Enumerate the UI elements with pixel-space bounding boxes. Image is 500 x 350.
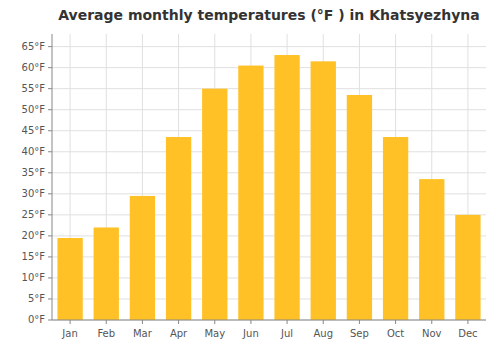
x-tick	[70, 320, 71, 324]
bar	[202, 89, 227, 320]
y-axis: 0°F 5°F 10°F 15°F 20°F 25°F 30°F 35°F 40°F 45°F 50…	[22, 41, 52, 325]
y-tick-label: 15°F	[22, 251, 46, 262]
chart: Average monthly temperatures (°F ) in Kh…	[0, 0, 500, 350]
grid-line-y	[52, 109, 486, 110]
x-tick	[287, 320, 288, 324]
y-tick	[48, 46, 52, 47]
bar	[166, 137, 191, 320]
bar	[130, 196, 155, 320]
y-tick-label: 40°F	[22, 146, 46, 157]
x-tick-label: Nov	[422, 328, 442, 339]
x-tick-label: Aug	[313, 328, 333, 339]
y-tick	[48, 320, 52, 321]
grid-line-y	[52, 320, 486, 321]
x-tick-label: Jun	[242, 328, 259, 339]
x-tick-label: Dec	[458, 328, 477, 339]
x-tick-label: Sep	[350, 328, 369, 339]
y-tick-label: 45°F	[22, 125, 46, 136]
y-tick-label: 5°F	[28, 293, 45, 304]
x-tick	[467, 320, 468, 324]
grid-line-y	[52, 130, 486, 131]
y-axis-line	[52, 34, 53, 320]
x-axis: Jan Feb Mar Apr May Jun Jul Aug Sep Oct Nov Dec	[61, 320, 477, 339]
grid	[52, 34, 486, 320]
x-tick-label: May	[204, 328, 225, 339]
x-tick-label: Apr	[170, 328, 188, 339]
x-tick-label: Oct	[387, 328, 404, 339]
y-tick-label: 10°F	[22, 272, 46, 283]
grid-line-y	[52, 88, 486, 89]
x-tick	[323, 320, 324, 324]
y-tick	[48, 151, 52, 152]
y-tick	[48, 214, 52, 215]
y-tick	[48, 172, 52, 173]
y-tick	[48, 130, 52, 131]
bar	[347, 95, 372, 320]
x-tick	[395, 320, 396, 324]
title: Average monthly temperatures (°F ) in Kh…	[58, 7, 480, 23]
y-tick	[48, 88, 52, 89]
y-tick-label: 60°F	[22, 62, 46, 73]
x-tick	[431, 320, 432, 324]
y-tick-label: 25°F	[22, 209, 46, 220]
bar	[383, 137, 408, 320]
grid-line-y	[52, 151, 486, 152]
x-tick-label: Feb	[97, 328, 115, 339]
x-tick	[359, 320, 360, 324]
x-tick	[214, 320, 215, 324]
grid-line-y	[52, 46, 486, 47]
x-tick-label: Jan	[61, 328, 77, 339]
y-tick	[48, 193, 52, 194]
y-tick-label: 0°F	[28, 314, 45, 325]
grid-line-y	[52, 172, 486, 173]
bar	[455, 215, 480, 320]
x-tick-label: Mar	[133, 328, 153, 339]
x-tick-label: Jul	[280, 328, 293, 339]
bar	[238, 66, 263, 320]
grid-line-y	[52, 67, 486, 68]
bar	[274, 55, 299, 320]
y-tick	[48, 109, 52, 110]
bars	[57, 55, 480, 320]
y-tick-label: 65°F	[22, 41, 46, 52]
y-tick	[48, 298, 52, 299]
y-tick-label: 30°F	[22, 188, 46, 199]
bar	[94, 227, 119, 320]
x-axis-line	[52, 320, 486, 321]
y-tick-label: 50°F	[22, 104, 46, 115]
x-tick	[142, 320, 143, 324]
bar	[57, 238, 82, 320]
y-tick	[48, 235, 52, 236]
x-tick	[106, 320, 107, 324]
y-tick-label: 55°F	[22, 83, 46, 94]
y-tick	[48, 256, 52, 257]
y-tick	[48, 67, 52, 68]
y-tick-label: 20°F	[22, 230, 46, 241]
bar	[311, 61, 336, 320]
x-tick	[250, 320, 251, 324]
y-tick-label: 35°F	[22, 167, 46, 178]
x-tick	[178, 320, 179, 324]
bar	[419, 179, 444, 320]
y-tick	[48, 277, 52, 278]
